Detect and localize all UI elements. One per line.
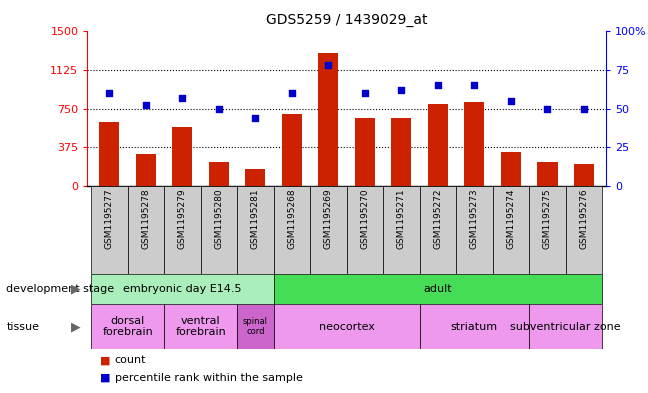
Bar [128, 186, 164, 274]
Point [214, 105, 224, 112]
Bar [310, 186, 347, 274]
Bar [164, 186, 201, 274]
Point [360, 90, 370, 96]
Text: GSM1195276: GSM1195276 [579, 189, 588, 249]
Bar [574, 164, 594, 186]
Bar [237, 304, 273, 349]
Point [323, 62, 334, 68]
Bar [428, 105, 448, 186]
Text: GSM1195281: GSM1195281 [251, 189, 260, 249]
Text: count: count [115, 355, 146, 365]
Bar [501, 152, 521, 186]
Text: ▶: ▶ [71, 320, 81, 333]
Text: dorsal
forebrain: dorsal forebrain [102, 316, 153, 337]
Point [104, 90, 115, 96]
Bar [318, 53, 338, 186]
Text: ■: ■ [100, 373, 111, 383]
Bar [99, 122, 119, 186]
Bar [273, 304, 420, 349]
Point [397, 87, 407, 93]
Bar [201, 186, 237, 274]
Bar [273, 274, 602, 304]
Bar [420, 186, 456, 274]
Point [433, 82, 443, 88]
Text: ▶: ▶ [71, 283, 81, 296]
Bar [465, 102, 485, 186]
Bar [492, 186, 529, 274]
Text: GSM1195272: GSM1195272 [434, 189, 443, 249]
Point [286, 90, 297, 96]
Text: spinal
cord: spinal cord [243, 317, 268, 336]
Text: GSM1195273: GSM1195273 [470, 189, 479, 249]
Text: GSM1195271: GSM1195271 [397, 189, 406, 249]
Text: GSM1195274: GSM1195274 [507, 189, 515, 249]
Point [579, 105, 589, 112]
Text: embryonic day E14.5: embryonic day E14.5 [123, 284, 242, 294]
Text: striatum: striatum [451, 321, 498, 332]
Bar [566, 186, 602, 274]
Text: ventral
forebrain: ventral forebrain [175, 316, 226, 337]
Text: GSM1195269: GSM1195269 [324, 189, 333, 249]
Bar [91, 304, 164, 349]
Bar [420, 304, 529, 349]
Text: ■: ■ [100, 355, 111, 365]
Bar [246, 169, 266, 186]
Text: GSM1195270: GSM1195270 [360, 189, 369, 249]
Bar [383, 186, 420, 274]
Point [177, 95, 187, 101]
Point [250, 115, 260, 121]
Bar [172, 127, 192, 186]
Text: percentile rank within the sample: percentile rank within the sample [115, 373, 303, 383]
Bar [164, 304, 237, 349]
Bar [456, 186, 492, 274]
Bar [537, 162, 557, 186]
Bar [529, 186, 566, 274]
Bar [391, 118, 411, 186]
Point [141, 102, 151, 108]
Text: GSM1195268: GSM1195268 [288, 189, 296, 249]
Bar [91, 274, 273, 304]
Point [542, 105, 553, 112]
Bar [529, 304, 602, 349]
Bar [355, 118, 375, 186]
Bar [347, 186, 383, 274]
Point [506, 98, 516, 104]
Bar [282, 114, 302, 186]
Text: tissue: tissue [6, 321, 40, 332]
Text: GSM1195278: GSM1195278 [141, 189, 150, 249]
Bar [209, 162, 229, 186]
Text: development stage: development stage [6, 284, 115, 294]
Text: adult: adult [424, 284, 452, 294]
Text: GSM1195280: GSM1195280 [214, 189, 224, 249]
Text: neocortex: neocortex [319, 321, 375, 332]
Point [469, 82, 480, 88]
Bar [136, 154, 156, 186]
Text: subventricular zone: subventricular zone [511, 321, 621, 332]
Text: GSM1195275: GSM1195275 [543, 189, 552, 249]
Bar [91, 186, 128, 274]
Bar [273, 186, 310, 274]
Bar [237, 186, 273, 274]
Text: GSM1195279: GSM1195279 [178, 189, 187, 249]
Text: GSM1195277: GSM1195277 [105, 189, 114, 249]
Title: GDS5259 / 1439029_at: GDS5259 / 1439029_at [266, 13, 428, 27]
